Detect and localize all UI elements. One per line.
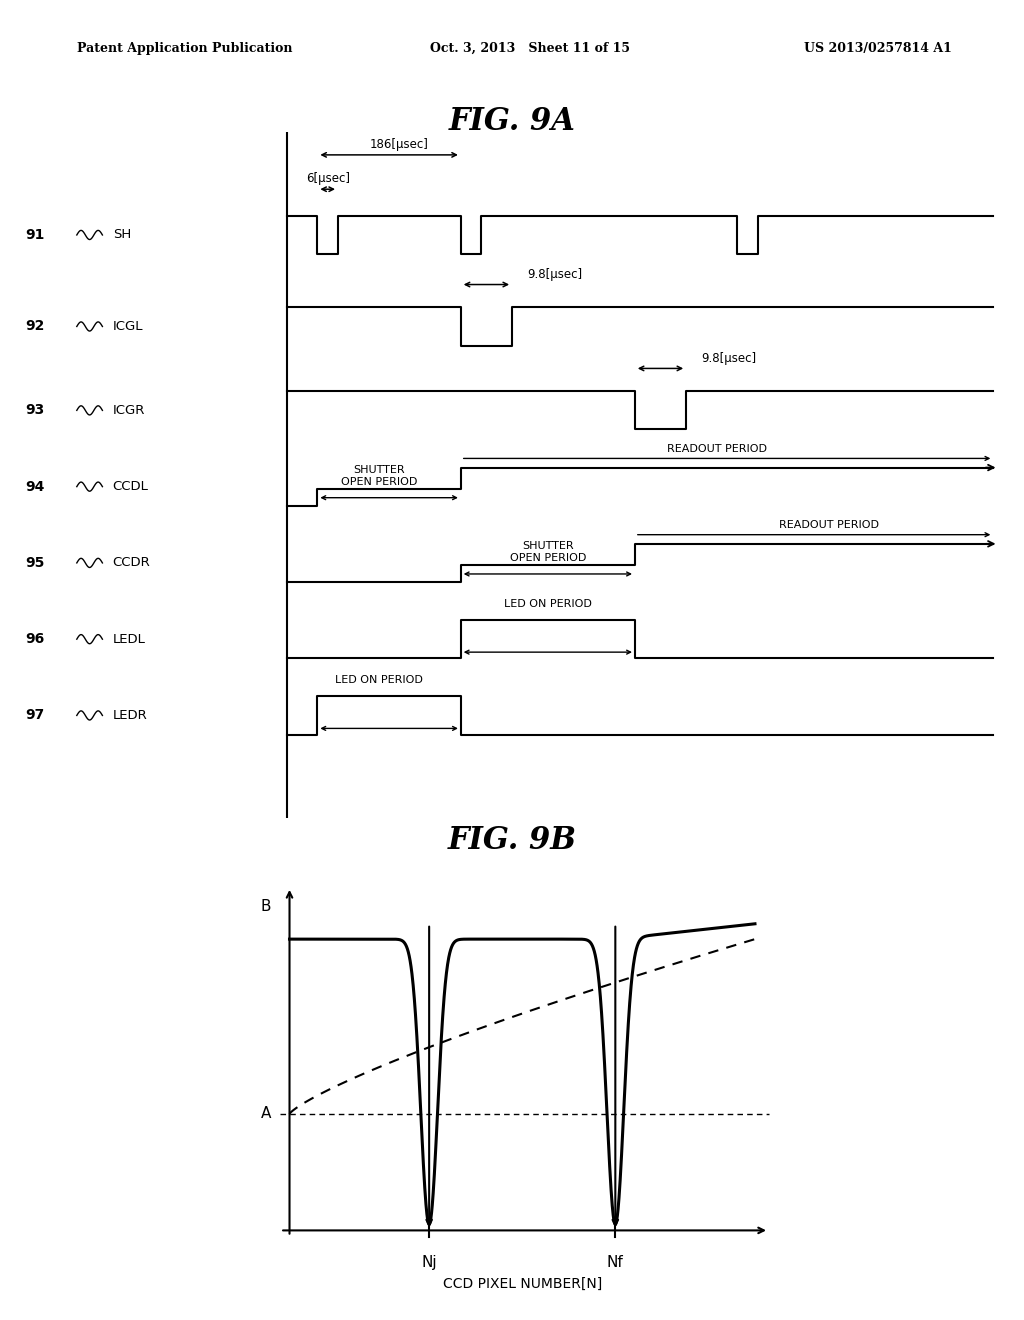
Text: FIG. 9A: FIG. 9A (449, 106, 575, 136)
Text: READOUT PERIOD: READOUT PERIOD (667, 444, 767, 454)
Text: 9.8[μsec]: 9.8[μsec] (701, 351, 757, 364)
Text: 93: 93 (26, 404, 45, 417)
Text: SHUTTER: SHUTTER (353, 465, 404, 475)
Text: CCDL: CCDL (113, 480, 148, 494)
Text: SH: SH (113, 228, 131, 242)
Text: LEDL: LEDL (113, 632, 145, 645)
Text: Oct. 3, 2013   Sheet 11 of 15: Oct. 3, 2013 Sheet 11 of 15 (430, 42, 630, 55)
Text: LED ON PERIOD: LED ON PERIOD (335, 675, 423, 685)
Text: 9.8[μsec]: 9.8[μsec] (527, 268, 583, 281)
Text: READOUT PERIOD: READOUT PERIOD (779, 520, 880, 531)
Text: B: B (260, 899, 271, 915)
Text: 186[μsec]: 186[μsec] (370, 139, 429, 150)
Text: Patent Application Publication: Patent Application Publication (77, 42, 292, 55)
Text: 97: 97 (26, 709, 45, 722)
Text: SHUTTER: SHUTTER (522, 541, 573, 550)
Text: LED ON PERIOD: LED ON PERIOD (504, 599, 592, 609)
Text: OPEN PERIOD: OPEN PERIOD (510, 553, 586, 564)
Text: 96: 96 (26, 632, 45, 647)
Text: FIG. 9B: FIG. 9B (447, 825, 577, 855)
Text: A: A (260, 1106, 271, 1122)
Text: 95: 95 (26, 556, 45, 570)
Text: 94: 94 (26, 479, 45, 494)
Text: Nf: Nf (607, 1255, 624, 1270)
Text: ICGR: ICGR (113, 404, 145, 417)
Text: US 2013/0257814 A1: US 2013/0257814 A1 (805, 42, 952, 55)
Text: ICGL: ICGL (113, 319, 143, 333)
Text: Nj: Nj (421, 1255, 437, 1270)
Text: 92: 92 (26, 319, 45, 334)
Text: LEDR: LEDR (113, 709, 147, 722)
Text: CCDR: CCDR (113, 557, 151, 569)
Text: OPEN PERIOD: OPEN PERIOD (341, 477, 417, 487)
Text: CCD PIXEL NUMBER[N]: CCD PIXEL NUMBER[N] (442, 1276, 602, 1291)
Text: 91: 91 (26, 228, 45, 242)
Text: 6[μsec]: 6[μsec] (306, 173, 349, 185)
